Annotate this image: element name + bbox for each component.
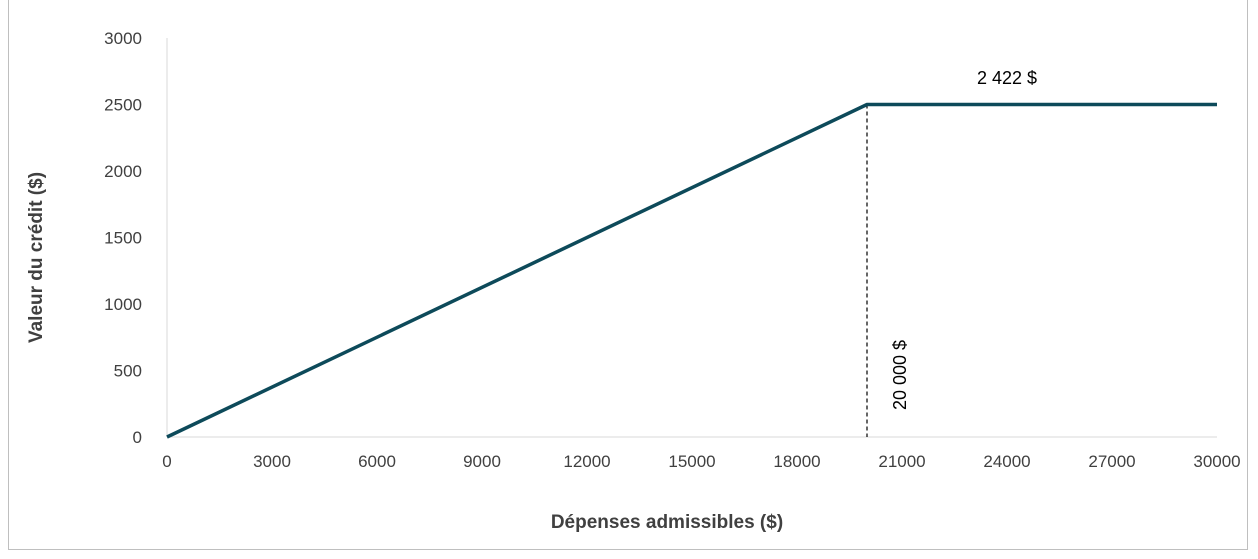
x-tick-label: 30000 (1193, 452, 1240, 471)
x-tick-label: 15000 (668, 452, 715, 471)
plateau-label: 2 422 $ (977, 68, 1037, 88)
x-tick-label: 21000 (878, 452, 925, 471)
x-axis-title: Dépenses admissibles ($) (551, 512, 783, 533)
y-tick-label: 1500 (104, 229, 142, 248)
axes (166, 38, 1217, 438)
x-tick-label: 6000 (358, 452, 396, 471)
y-tick-label: 1000 (104, 295, 142, 314)
x-tick-labels: 0 3000 6000 9000 12000 15000 18000 21000 24000 27… (162, 452, 1240, 471)
x-tick-label: 12000 (563, 452, 610, 471)
y-tick-label: 3000 (104, 29, 142, 48)
x-tick-label: 24000 (983, 452, 1030, 471)
y-tick-label: 2000 (104, 162, 142, 181)
series-line-credit (166, 102, 1217, 439)
y-tick-labels: 0 500 1000 1500 2000 2500 3000 (104, 29, 142, 447)
threshold-label: 20 000 $ (890, 340, 910, 410)
y-tick-label: 2500 (104, 96, 142, 115)
y-tick-label: 500 (114, 362, 142, 381)
y-axis-title: Valeur du crédit ($) (26, 172, 47, 343)
y-tick-label: 0 (133, 428, 142, 447)
x-tick-label: 18000 (773, 452, 820, 471)
x-tick-label: 9000 (463, 452, 501, 471)
x-tick-label: 27000 (1088, 452, 1135, 471)
chart-frame (8, 0, 1248, 550)
x-tick-label: 0 (162, 452, 171, 471)
x-tick-label: 3000 (253, 452, 291, 471)
